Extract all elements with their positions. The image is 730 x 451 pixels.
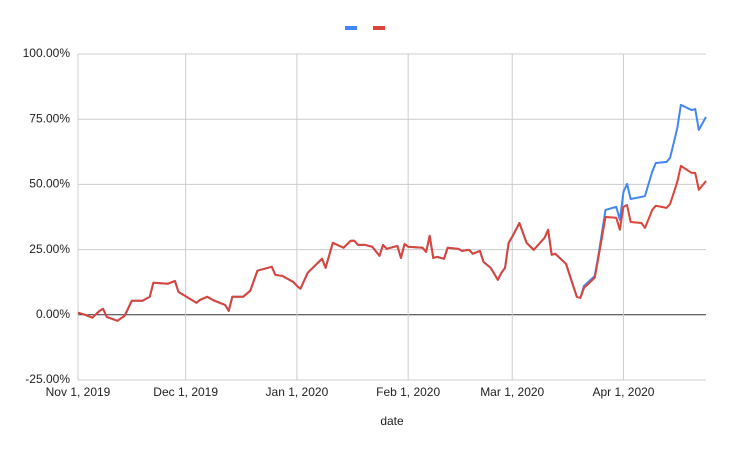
y-tick-label: 100.00% (23, 46, 71, 60)
data-line (77, 103, 707, 322)
x-axis-title: date (380, 414, 404, 428)
x-tick-label: Mar 1, 2020 (480, 385, 544, 399)
y-tick-label: 50.00% (29, 177, 70, 191)
y-tick-label: 0.00% (36, 307, 70, 321)
y-tick-label: 75.00% (29, 111, 70, 125)
y-tick-label: -25.00% (25, 372, 70, 386)
x-tick-label: Nov 1, 2019 (46, 385, 111, 399)
x-tick-label: Jan 1, 2020 (266, 385, 329, 399)
y-tick-label: 25.00% (29, 242, 70, 256)
x-tick-label: Dec 1, 2019 (153, 385, 218, 399)
x-tick-label: Feb 1, 2020 (376, 385, 440, 399)
data-line (77, 164, 707, 322)
x-tick-label: Apr 1, 2020 (592, 385, 654, 399)
